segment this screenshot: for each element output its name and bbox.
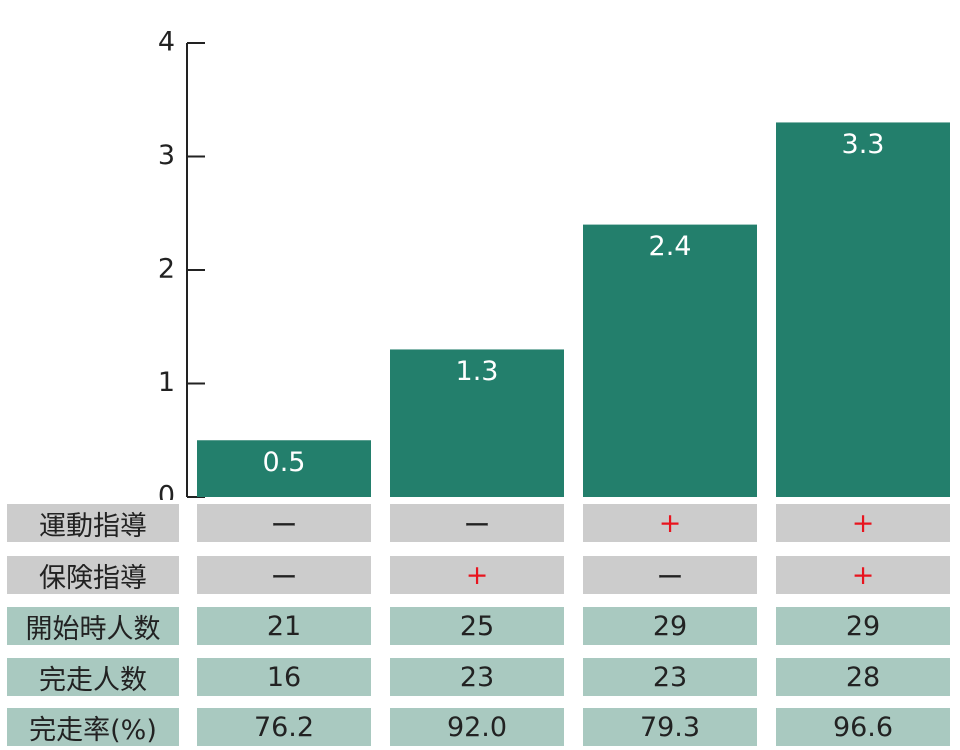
table-cell: 保険指導 <box>7 556 179 594</box>
value-label: 3.3 <box>842 129 885 160</box>
table-cell: + <box>583 504 757 542</box>
value-label: 2.4 <box>649 231 692 262</box>
table-cell: + <box>390 556 564 594</box>
bar <box>390 349 564 497</box>
y-tick-label: 2 <box>158 254 175 285</box>
y-tick-label: 0 <box>158 481 175 501</box>
bar <box>776 122 950 497</box>
table-cell: 運動指導 <box>7 504 179 542</box>
table-cell: 完走人数 <box>7 658 179 696</box>
table-cell: + <box>776 504 950 542</box>
y-tick-label: 1 <box>158 367 175 398</box>
table-cell: ー <box>390 504 564 542</box>
table-cell: 25 <box>390 607 564 645</box>
table-cell: 開始時人数 <box>7 607 179 645</box>
value-label: 0.5 <box>263 447 306 478</box>
table-cell: 79.3 <box>583 708 757 746</box>
table-cell: ー <box>197 556 371 594</box>
y-tick-label: 3 <box>158 140 175 171</box>
bar <box>197 440 371 497</box>
bar <box>583 224 757 497</box>
table-cell: 完走率(%) <box>7 708 179 746</box>
table-cell: 96.6 <box>776 708 950 746</box>
table-cell: + <box>776 556 950 594</box>
table-cell: 23 <box>583 658 757 696</box>
table-cell: 76.2 <box>197 708 371 746</box>
value-label: 1.3 <box>456 356 499 387</box>
table-cell: 29 <box>776 607 950 645</box>
table-cell: 92.0 <box>390 708 564 746</box>
table-cell: 21 <box>197 607 371 645</box>
table-cell: 23 <box>390 658 564 696</box>
table-cell: ー <box>583 556 757 594</box>
table-cell: ー <box>197 504 371 542</box>
y-tick-label: 4 <box>158 27 175 58</box>
table-cell: 29 <box>583 607 757 645</box>
chart: 0 1 2 3 4 0.5 1.3 2.4 3.3 <box>158 27 950 501</box>
table-cell: 16 <box>197 658 371 696</box>
table-cell: 28 <box>776 658 950 696</box>
